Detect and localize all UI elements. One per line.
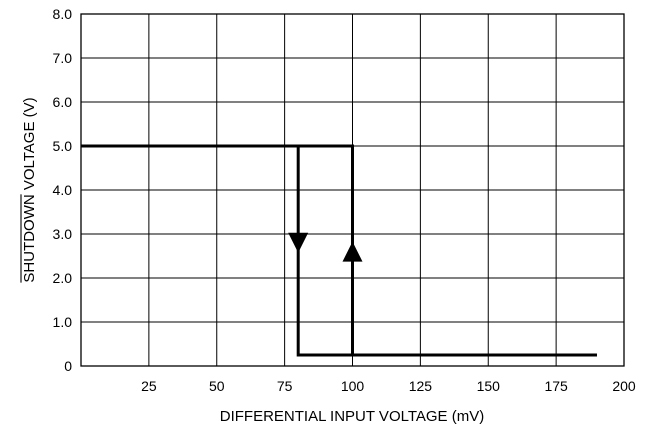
y-axis-title-rest: VOLTAGE (V) bbox=[21, 97, 38, 194]
y-tick-label: 6.0 bbox=[53, 94, 73, 110]
y-tick-label: 8.0 bbox=[53, 6, 73, 22]
y-tick-label: 1.0 bbox=[53, 314, 73, 330]
y-tick-label: 7.0 bbox=[53, 50, 73, 66]
y-tick-label: 3.0 bbox=[53, 226, 73, 242]
x-tick-label: 150 bbox=[477, 378, 501, 394]
x-tick-label: 200 bbox=[612, 378, 636, 394]
y-tick-label: 4.0 bbox=[53, 182, 73, 198]
x-tick-label: 125 bbox=[409, 378, 433, 394]
x-tick-label: 50 bbox=[209, 378, 225, 394]
y-tick-label: 0 bbox=[64, 358, 72, 374]
x-tick-label: 25 bbox=[141, 378, 157, 394]
x-tick-label: 100 bbox=[341, 378, 365, 394]
arrow-up-icon bbox=[342, 241, 363, 262]
x-axis-title: DIFFERENTIAL INPUT VOLTAGE (mV) bbox=[220, 408, 484, 425]
y-axis-title-overbar: SHUTDOWN bbox=[21, 194, 38, 282]
series-line-decreasing bbox=[81, 144, 597, 357]
plot-frame bbox=[80, 13, 625, 367]
x-tick-label: 75 bbox=[277, 378, 293, 394]
y-axis-title: SHUTDOWN VOLTAGE (V) bbox=[21, 97, 38, 282]
y-tick-label: 5.0 bbox=[53, 138, 73, 154]
y-tick-label: 2.0 bbox=[53, 270, 73, 286]
arrow-down-icon bbox=[288, 232, 309, 253]
series-lines bbox=[81, 144, 597, 357]
series-line-increasing bbox=[81, 144, 597, 357]
x-tick-label: 175 bbox=[544, 378, 568, 394]
tick-labels: 25 50 75 100 125 150 175 200 0 1.0 2.0 3.0 4.0 5.0 6.0… bbox=[53, 6, 636, 394]
